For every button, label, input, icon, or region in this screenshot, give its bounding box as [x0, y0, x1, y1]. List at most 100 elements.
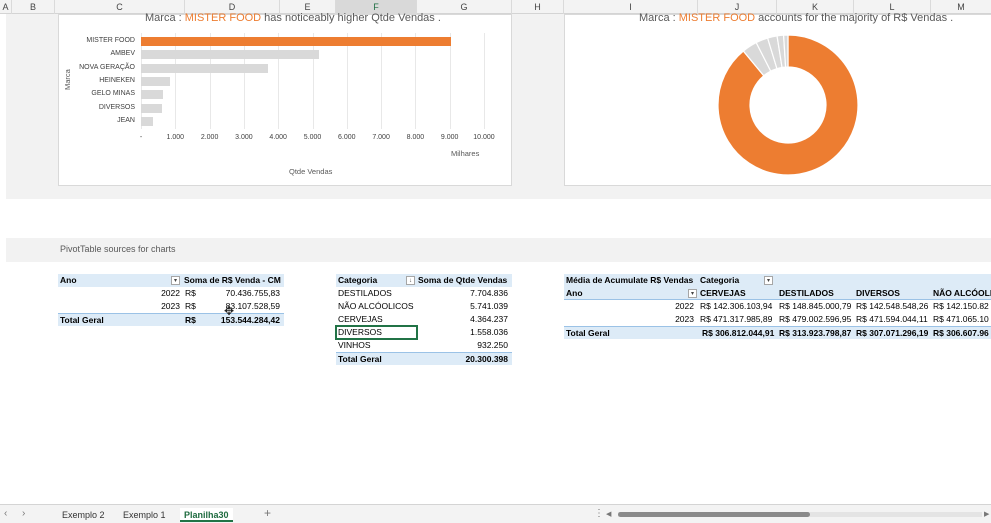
- bar-chart-panel[interactable]: Marca : MISTER FOOD has noticeably highe…: [58, 12, 512, 186]
- bar[interactable]: [141, 90, 164, 100]
- add-sheet-button[interactable]: +: [264, 506, 272, 520]
- column-header-h[interactable]: H: [512, 0, 564, 14]
- pivot1-row-currency[interactable]: R$: [185, 301, 196, 311]
- pivot1-header-ano: Ano: [60, 275, 77, 285]
- pivot3-row-year[interactable]: 2022: [675, 301, 694, 311]
- pivot2-total-row[interactable]: Total Geral 20.300.398: [336, 352, 512, 365]
- column-header-e[interactable]: E: [280, 0, 336, 14]
- pivot3-cell[interactable]: R$ 148.845.000,79: [779, 301, 852, 311]
- column-header-g[interactable]: G: [417, 0, 512, 14]
- pivot2-row-value[interactable]: 5.741.039: [470, 301, 508, 311]
- donut-slice[interactable]: [782, 34, 789, 68]
- pivot3-row-filter-dropdown-icon[interactable]: ▾: [688, 289, 697, 298]
- bar[interactable]: [141, 116, 153, 126]
- pivot2-row-value[interactable]: 4.364.237: [470, 314, 508, 324]
- gridline: [243, 33, 245, 129]
- pivot1-row-year[interactable]: 2023: [161, 301, 180, 311]
- section-band: PivotTable sources for charts: [6, 238, 991, 262]
- mouse-cursor-icon: ✥: [224, 304, 235, 318]
- next-sheet-icon[interactable]: ›: [22, 508, 26, 519]
- pivot1-row-year[interactable]: 2022: [161, 288, 180, 298]
- horizontal-scrollbar[interactable]: [618, 512, 982, 517]
- bar-category-label: NOVA GERAÇÃO: [79, 63, 135, 71]
- bar[interactable]: [141, 37, 452, 46]
- more-options-icon[interactable]: ⋮: [594, 508, 604, 519]
- pivot2-row-category[interactable]: DIVERSOS: [338, 327, 382, 337]
- pivot2-sort-dropdown-icon[interactable]: ↓: [406, 276, 415, 285]
- pivot3-total-cell: R$ 306.607.96: [933, 328, 989, 338]
- bar-category-label: JEAN: [117, 116, 135, 124]
- pivot2-row-value[interactable]: 7.704.836: [470, 288, 508, 298]
- x-axis-title: Qtde Vendas: [289, 167, 333, 176]
- sheet-grid[interactable]: Marca : MISTER FOOD has noticeably highe…: [0, 12, 991, 504]
- pivot3-cell[interactable]: R$ 471.594.044,11: [856, 314, 928, 324]
- bar[interactable]: [141, 50, 320, 60]
- x-tick-label: 3.000: [235, 134, 253, 141]
- scroll-right-icon[interactable]: ▶: [984, 511, 990, 518]
- sheet-tab-exemplo-2[interactable]: Exemplo 2: [62, 510, 105, 520]
- bar-category-label: DIVERSOS: [98, 103, 135, 111]
- sheet-tab-exemplo-1[interactable]: Exemplo 1: [123, 510, 166, 520]
- active-cell-selection[interactable]: [335, 325, 418, 340]
- bar-category-label: HEINEKEN: [99, 76, 135, 84]
- pivot1-header-row: Ano ▾ Soma de R$ Venda - CM: [58, 274, 284, 287]
- column-header-l[interactable]: L: [854, 0, 931, 14]
- donut-chart-panel[interactable]: Marca : MISTER FOOD accounts for the maj…: [564, 12, 991, 186]
- donut-slice[interactable]: [717, 34, 859, 176]
- pivot2-row-category[interactable]: DESTILADOS: [338, 288, 392, 298]
- x-axis-unit-label: Milhares: [451, 149, 480, 158]
- prev-sheet-icon[interactable]: ‹: [4, 508, 8, 519]
- pivot1-row-currency[interactable]: R$: [185, 288, 196, 298]
- scroll-left-icon[interactable]: ◀: [606, 511, 612, 518]
- pivot3-total-cell: R$ 313.923.798,87: [779, 328, 852, 338]
- pivot3-total-cell: R$ 306.812.044,91: [702, 328, 775, 338]
- pivot3-total-row[interactable]: Total Geral R$ 306.812.044,91 R$ 313.923…: [564, 326, 991, 339]
- gridline: [415, 33, 417, 129]
- pivot3-cell[interactable]: R$ 471.065.10: [933, 314, 989, 324]
- pivot1-row-value[interactable]: 70.436.755,83: [225, 288, 280, 298]
- pivot3-cell[interactable]: R$ 142.548.548,26: [856, 301, 929, 311]
- pivot3-cell[interactable]: R$ 142.150.82: [933, 301, 989, 311]
- column-header-d[interactable]: D: [185, 0, 280, 14]
- column-header-a[interactable]: A: [0, 0, 12, 14]
- column-header-b[interactable]: B: [12, 0, 55, 14]
- pivot3-row-year[interactable]: 2023: [675, 314, 694, 324]
- bar-chart-title: Marca : MISTER FOOD has noticeably highe…: [145, 12, 441, 24]
- column-header-j[interactable]: J: [698, 0, 777, 14]
- pivot2-row-value[interactable]: 932.250: [477, 340, 508, 350]
- column-header-k[interactable]: K: [777, 0, 854, 14]
- pivot1-total-label: Total Geral: [60, 315, 104, 325]
- column-header-m[interactable]: M: [957, 2, 965, 12]
- bar[interactable]: [141, 103, 162, 113]
- pivot2-row-category[interactable]: CERVEJAS: [338, 314, 383, 324]
- pivot2-row-category[interactable]: VINHOS: [338, 340, 371, 350]
- gridline: [346, 33, 348, 129]
- pivot2-header-value: Soma de Qtde Vendas: [418, 275, 508, 285]
- pivot3-cell[interactable]: R$ 142.306.103,94: [700, 301, 773, 311]
- donut-chart-title: Marca : MISTER FOOD accounts for the maj…: [639, 12, 954, 24]
- gridline: [175, 33, 177, 129]
- scrollbar-thumb[interactable]: [618, 512, 810, 517]
- pivot3-cell[interactable]: R$ 471.317.985,89: [700, 314, 773, 324]
- pivot1-row-value[interactable]: 83.107.528,59: [225, 301, 280, 311]
- pivot3-cell[interactable]: R$ 479.002.596,95: [779, 314, 852, 324]
- pivot1-header-value: Soma de R$ Venda - CM: [184, 275, 281, 285]
- sheet-tab-planilha30[interactable]: Planilha30: [180, 508, 233, 522]
- bar[interactable]: [141, 63, 268, 73]
- pivot3-col-header: NÃO ALCÓOLI: [933, 288, 991, 298]
- pivot3-col-filter-dropdown-icon[interactable]: ▾: [764, 276, 773, 285]
- column-header-i[interactable]: I: [564, 0, 698, 14]
- bar-category-label: MISTER FOOD: [86, 37, 135, 44]
- bar[interactable]: [141, 76, 171, 86]
- pivot2-row-value[interactable]: 1.558.036: [470, 327, 508, 337]
- column-header-c[interactable]: C: [55, 0, 185, 14]
- pivot1-filter-dropdown-icon[interactable]: ▾: [171, 276, 180, 285]
- column-header-f[interactable]: F: [336, 0, 417, 14]
- pivot3-col-header: CERVEJAS: [700, 288, 746, 298]
- pivot1-total-value: 153.544.284,42: [220, 315, 280, 325]
- pivot2-row-category[interactable]: NÃO ALCÓOLICOS: [338, 301, 414, 311]
- pivot3-header-row-1: Média de Acumulate R$ Vendas Categoria ▾: [564, 274, 991, 287]
- pivot3-col-field: Categoria: [700, 275, 740, 285]
- x-tick-label: 8.000: [406, 134, 425, 141]
- pivot1-total-row[interactable]: Total Geral R$ 153.544.284,42: [58, 313, 284, 326]
